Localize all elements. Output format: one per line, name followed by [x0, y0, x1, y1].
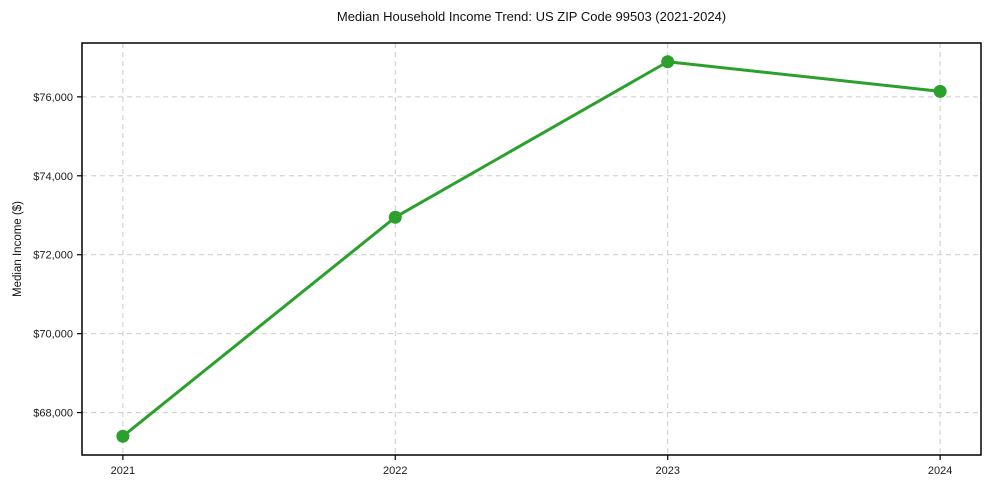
y-tick-label: $70,000 [33, 329, 73, 341]
x-tick-label: 2021 [111, 465, 135, 477]
y-tick-label: $68,000 [33, 408, 73, 420]
y-tick-label: $74,000 [33, 171, 73, 183]
data-point-2022 [388, 210, 402, 224]
x-tick-label: 2023 [655, 465, 679, 477]
x-tick-label: 2024 [928, 465, 952, 477]
y-tick-label: $76,000 [33, 92, 73, 104]
x-tick-label: 2022 [383, 465, 407, 477]
axes-spines [81, 42, 982, 456]
data-point-2024 [933, 84, 947, 98]
data-point-2023 [661, 55, 675, 69]
data-point-2021 [116, 429, 130, 443]
series-line-median-household-income [121, 60, 942, 438]
chart-title: Median Household Income Trend: US ZIP Co… [336, 9, 727, 24]
y-tick-label: $72,000 [33, 250, 73, 262]
plot-background [82, 43, 981, 455]
